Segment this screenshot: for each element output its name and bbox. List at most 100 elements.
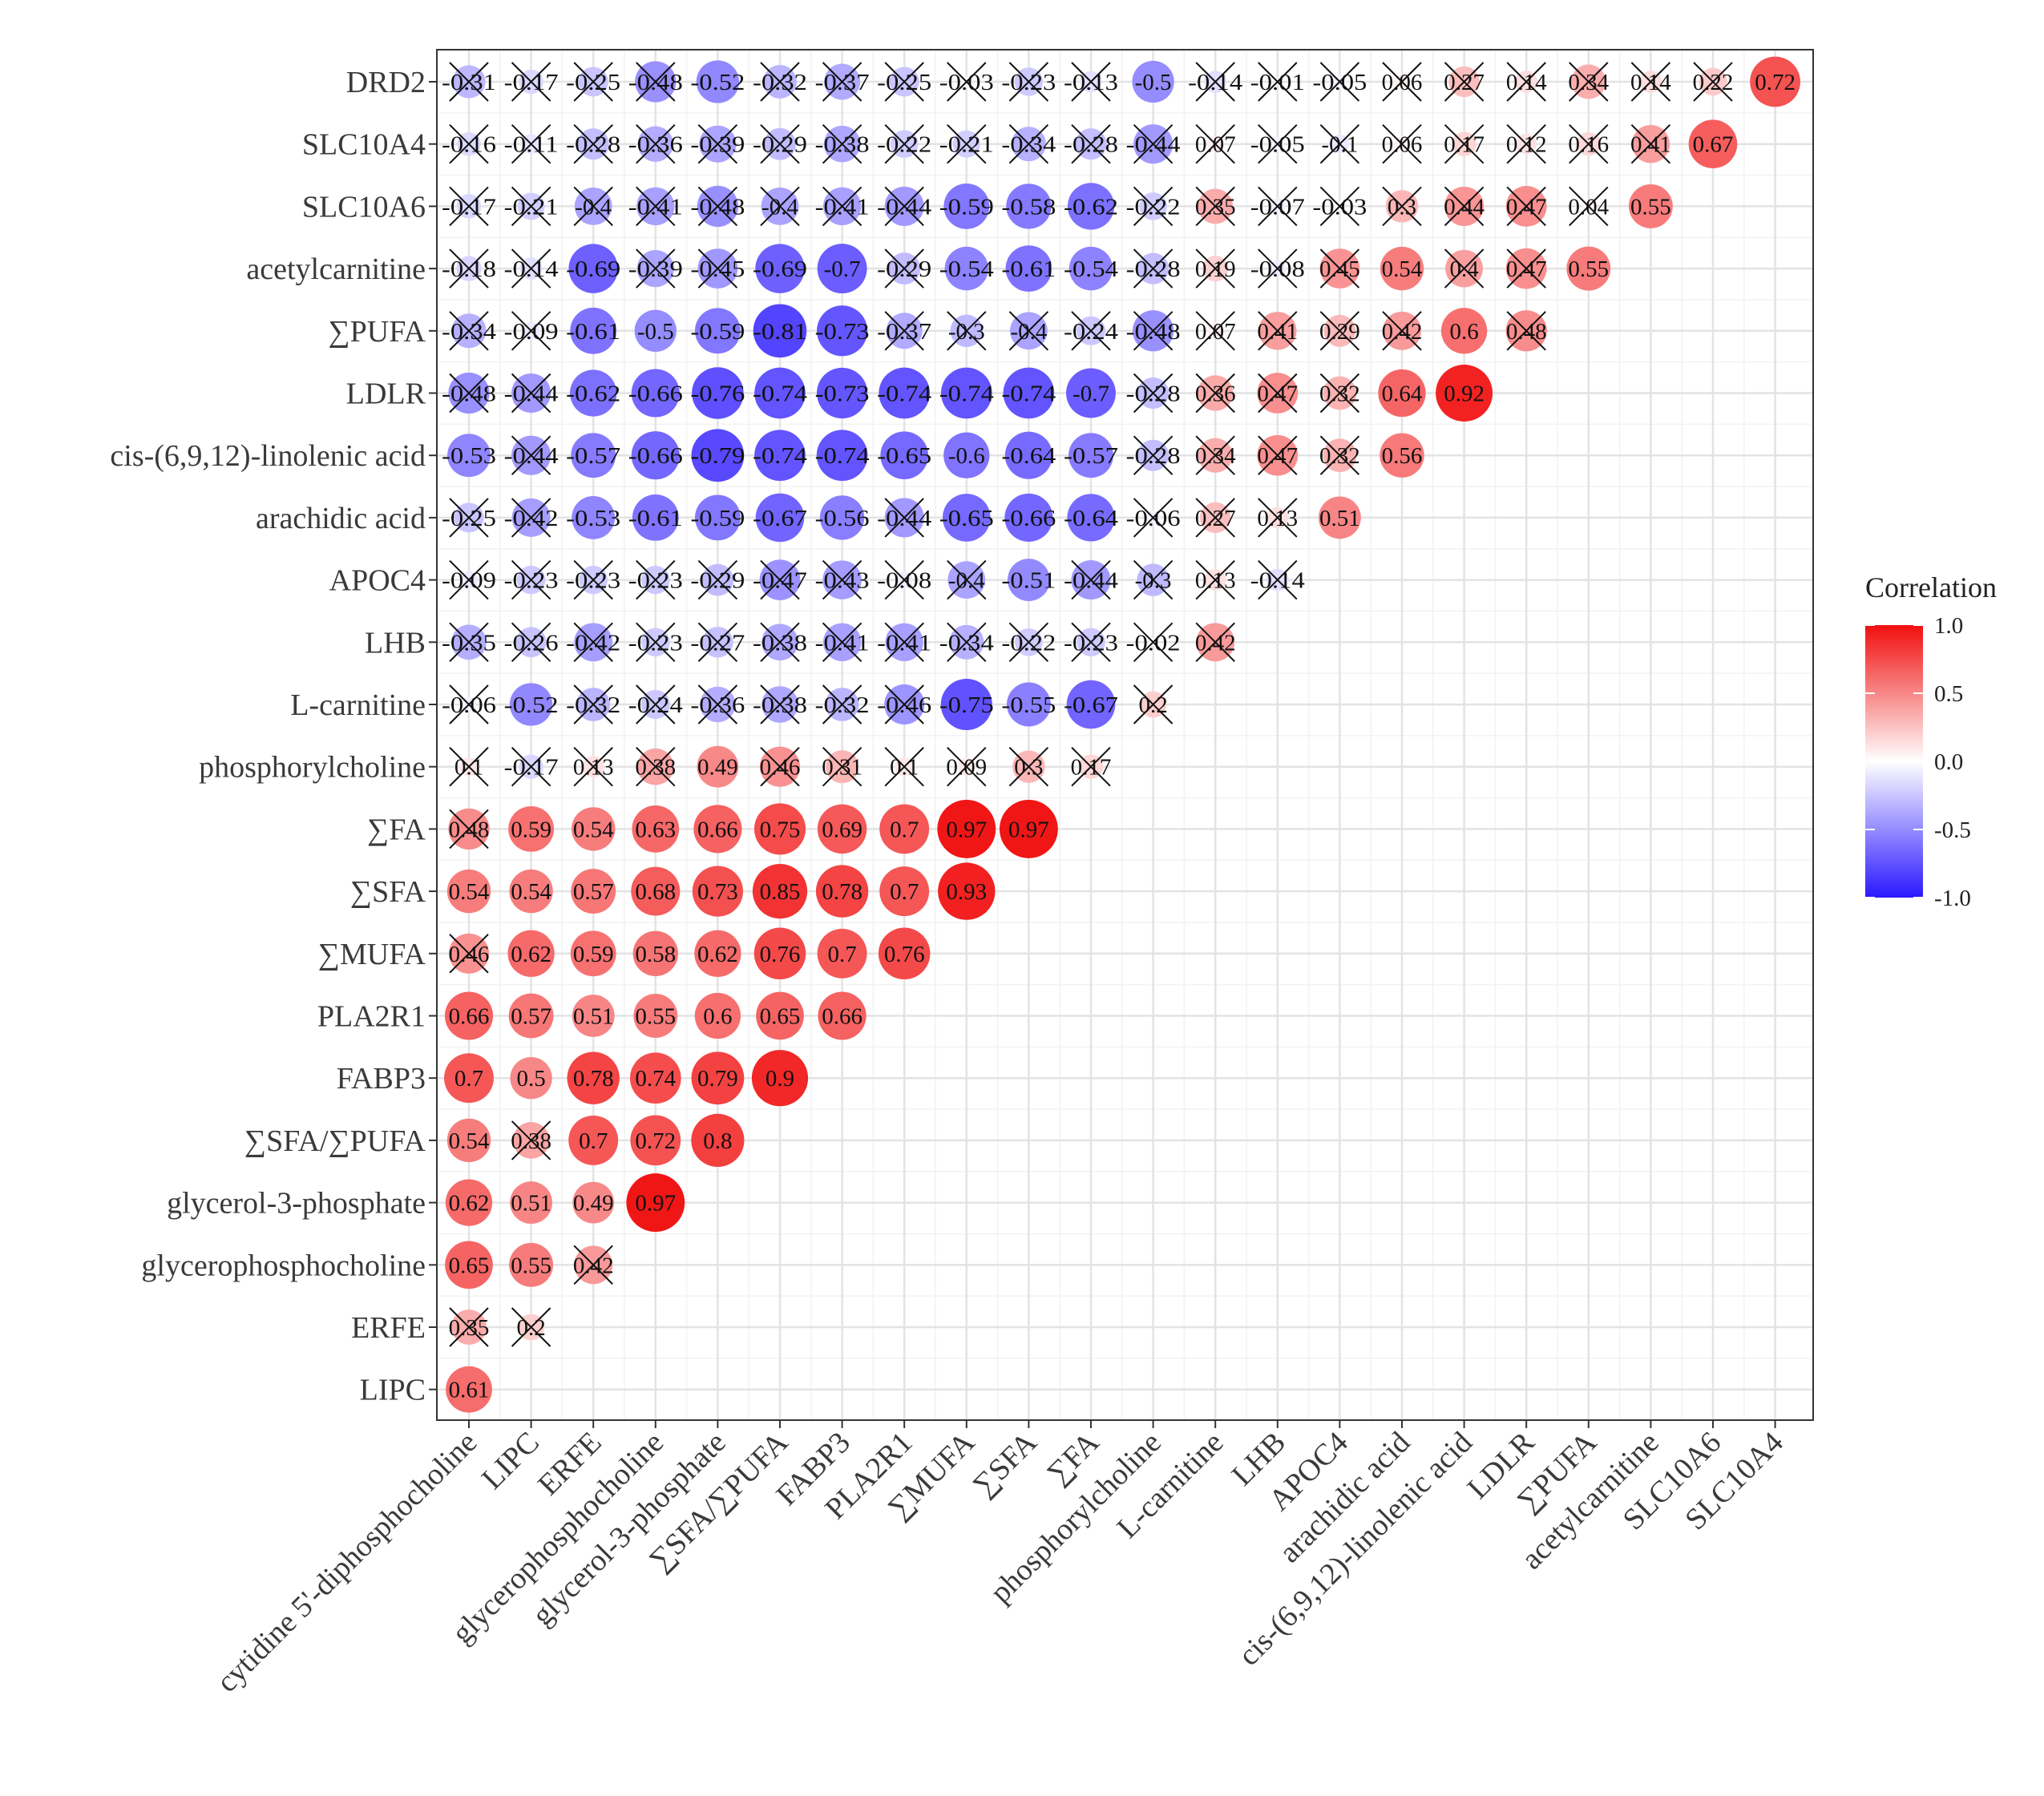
- cell-slc10a4-glycerophosphocholine: -0.36: [628, 123, 683, 164]
- cell-value: -0.4: [948, 568, 985, 594]
- cell-value: 0.48: [449, 817, 490, 842]
- cell-value: -0.52: [504, 692, 559, 718]
- cell-value: -0.42: [504, 506, 559, 531]
- cell-slc10a4-acetylcarnitine: 0.41: [1630, 123, 1671, 164]
- cell-value: 0.1: [890, 755, 919, 781]
- cell-value: 0.85: [760, 879, 801, 905]
- cell-circle: [631, 431, 680, 480]
- cell-sum-pufa-ldlr: 0.48: [1505, 310, 1547, 352]
- cell-slc10a6-pla2r1: -0.44: [877, 186, 932, 227]
- cell-value: 0.06: [1382, 132, 1423, 158]
- cell-slc10a4-sum-fa: -0.28: [1064, 123, 1118, 164]
- cell-pla2r1-sum-sfa-sum-pufa: 0.65: [756, 991, 804, 1040]
- cell-arachidic-acid-sum-mufa: -0.65: [939, 494, 994, 542]
- cell-sum-sfa-sum-pufa-cytidine-5-diphosphocholine: 0.54: [446, 1118, 491, 1163]
- cell-lhb-phosphorylcholine: -0.02: [1126, 622, 1181, 663]
- cell-circle: [753, 927, 806, 980]
- cell-value: -0.74: [753, 381, 808, 407]
- cell-sum-pufa-cytidine-5-diphosphocholine: -0.34: [442, 311, 497, 351]
- cell-arachidic-acid-glycerol-3-phosphate: -0.59: [690, 494, 745, 541]
- cell-value: 0.93: [946, 879, 987, 905]
- cell-value: 0.48: [1506, 319, 1547, 345]
- cell-value: 0.07: [1195, 132, 1236, 158]
- cell-value: -0.11: [504, 132, 559, 158]
- cell-circle: [940, 367, 992, 419]
- cross-mark: [884, 186, 924, 227]
- cell-value: 0.8: [703, 1128, 732, 1154]
- cross-mark: [1506, 123, 1546, 164]
- cell-value: 0.12: [1506, 132, 1547, 158]
- cell-ldlr-glycerophosphocholine: -0.66: [628, 369, 683, 418]
- cell-apoc4-sum-sfa-sum-pufa: -0.47: [753, 559, 807, 600]
- cell-value: 0.74: [635, 1066, 676, 1092]
- cell-circle: [445, 1241, 493, 1289]
- cell-l-carnitine-sum-sfa: -0.55: [1001, 682, 1056, 727]
- cell-drd2-glycerophosphocholine: -0.48: [628, 61, 683, 103]
- cell-value: -0.74: [1001, 381, 1056, 407]
- cell-value: -0.5: [1135, 70, 1172, 95]
- y-label-arachidic-acid: arachidic acid: [256, 502, 426, 535]
- cross-mark: [1258, 186, 1298, 227]
- cross-mark: [947, 123, 987, 164]
- cell-circle: [1068, 433, 1113, 478]
- cross-mark: [1319, 373, 1360, 414]
- cell-value: -0.54: [939, 256, 995, 282]
- cell-pla2r1-glycerophosphocholine: 0.55: [633, 994, 678, 1038]
- cell-lhb-pla2r1: -0.41: [877, 622, 931, 663]
- cell-circle: [816, 367, 868, 419]
- cell-slc10a4-ldlr: 0.12: [1506, 123, 1547, 164]
- cell-value: 0.59: [511, 817, 551, 842]
- cell-cis-6-9-12-linolenic-acid-lipc: -0.44: [504, 435, 559, 475]
- cell-ldlr-apoc4: 0.32: [1319, 373, 1360, 414]
- cell-value: 0.76: [760, 942, 801, 967]
- cell-value: -0.75: [939, 692, 994, 718]
- cell-sum-sfa-pla2r1: 0.7: [879, 866, 930, 917]
- cross-mark: [884, 684, 924, 724]
- cell-value: 0.46: [760, 755, 801, 781]
- cell-phosphorylcholine-sum-sfa: 0.3: [1008, 746, 1049, 787]
- cell-arachidic-acid-phosphorylcholine: -0.06: [1126, 498, 1181, 538]
- cell-glycerophosphocholine-cytidine-5-diphosphocholine: 0.65: [445, 1241, 493, 1289]
- cell-value: -0.34: [1001, 132, 1056, 158]
- cell-value: -0.28: [1126, 443, 1181, 469]
- cross-mark: [1071, 311, 1111, 351]
- cell-lhb-sum-sfa-sum-pufa: -0.38: [753, 622, 807, 663]
- cell-acetylcarnitine-sum-pufa: 0.55: [1566, 246, 1611, 291]
- cell-erfe-lipc: 0.2: [511, 1307, 551, 1347]
- cell-cis-6-9-12-linolenic-acid-sum-sfa: -0.64: [1001, 431, 1056, 479]
- cell-value: 0.6: [703, 1004, 732, 1030]
- cross-mark: [1258, 62, 1298, 102]
- cross-mark: [449, 373, 489, 414]
- legend-tick-label: -0.5: [1934, 817, 1971, 843]
- cell-acetylcarnitine-arachidic-acid: 0.54: [1379, 246, 1424, 291]
- cell-value: -0.41: [815, 194, 870, 220]
- cell-cis-6-9-12-linolenic-acid-fabp3: -0.74: [815, 430, 870, 482]
- cell-value: -0.28: [1126, 256, 1181, 282]
- cross-mark: [636, 559, 676, 600]
- cell-fabp3-cytidine-5-diphosphocholine: 0.7: [444, 1053, 494, 1104]
- cross-mark: [1008, 311, 1049, 351]
- cell-value: -0.25: [566, 70, 620, 95]
- cross-mark: [511, 746, 551, 787]
- cell-value: -0.38: [753, 630, 807, 656]
- cell-value: -0.08: [877, 568, 931, 594]
- cell-sum-sfa-fabp3: 0.78: [815, 865, 869, 918]
- cell-circle: [445, 1179, 493, 1226]
- cell-value: 0.13: [1257, 506, 1298, 531]
- cell-circle: [1378, 369, 1426, 418]
- cell-circle: [629, 1052, 681, 1104]
- cell-value: -0.01: [1250, 70, 1305, 95]
- cell-sum-sfa-glycerophosphocholine: 0.68: [631, 866, 681, 916]
- cell-circle: [942, 494, 991, 542]
- cell-value: -0.7: [824, 256, 861, 282]
- cell-value: -0.34: [442, 319, 497, 345]
- cell-drd2-erfe: -0.25: [566, 62, 620, 102]
- cell-value: -0.43: [815, 568, 870, 594]
- cross-mark: [1630, 62, 1671, 102]
- cell-circle: [1007, 559, 1050, 602]
- cell-circle: [446, 1118, 491, 1163]
- cell-value: 0.55: [1630, 194, 1671, 220]
- cross-mark: [511, 373, 551, 414]
- cross-mark: [1133, 248, 1173, 289]
- cell-value: 0.34: [1195, 443, 1236, 469]
